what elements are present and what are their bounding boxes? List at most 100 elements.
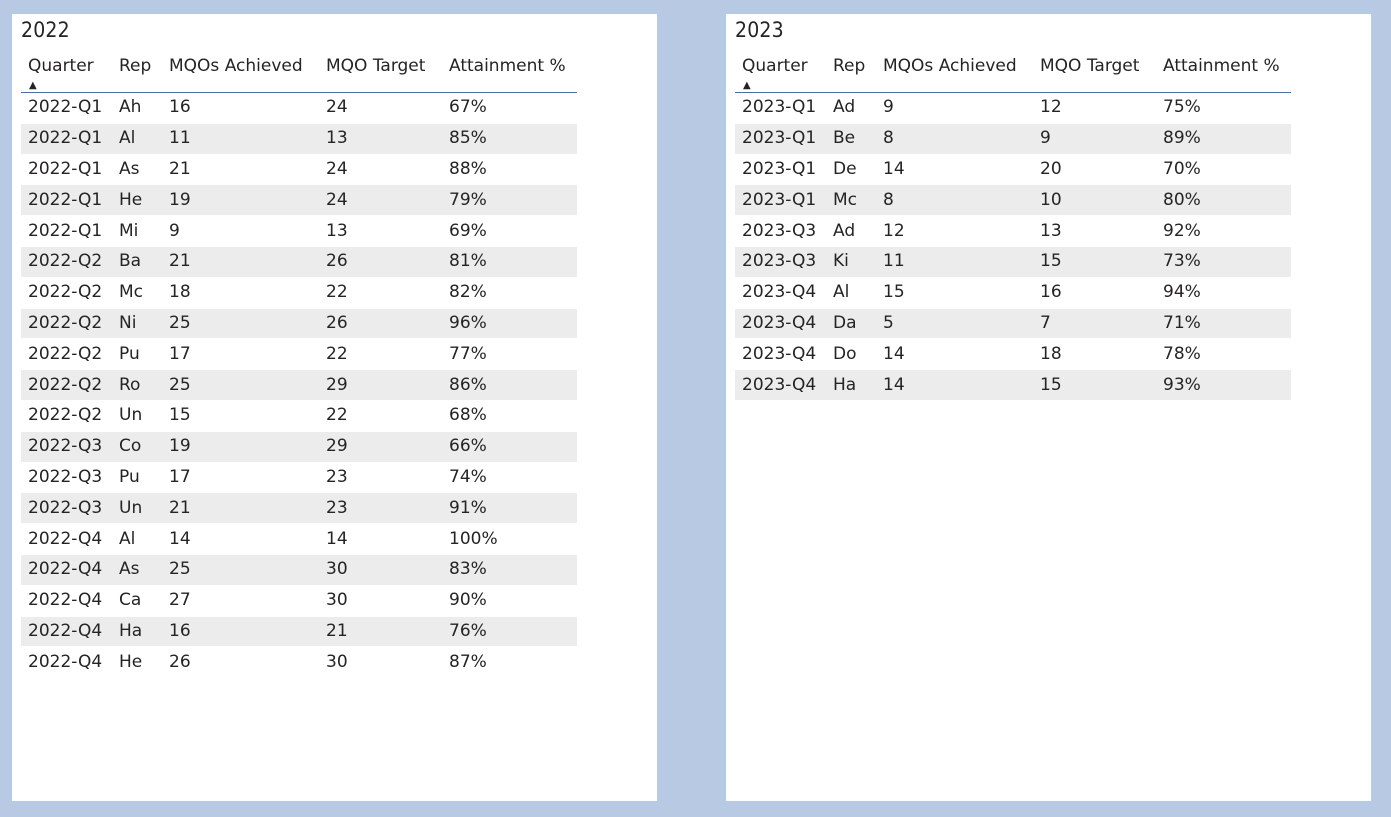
column-header-label: Attainment % [1163, 56, 1280, 76]
table-row[interactable]: 2022-Q3 Pu 17 23 74% [21, 462, 577, 494]
cell-quarter: 2022-Q4 [21, 616, 112, 648]
column-header-quarter[interactable]: Quarter ▲ [21, 54, 112, 93]
column-header-attainment[interactable]: Attainment % [1156, 54, 1291, 93]
cell-attainment: 88% [442, 154, 577, 186]
table-row[interactable]: 2023-Q1 Mc 8 10 80% [735, 184, 1291, 217]
table-row[interactable]: 2023-Q4 Do 14 18 78% [735, 338, 1291, 371]
cell-quarter: 2023-Q1 [735, 92, 826, 124]
column-header-label: Quarter [742, 56, 808, 76]
cell-mqos-achieved: 12 [876, 215, 1033, 247]
column-header-label: Attainment % [449, 56, 566, 76]
table-row[interactable]: 2022-Q1 Al 11 13 85% [21, 123, 577, 155]
table-row[interactable]: 2022-Q1 He 19 24 79% [21, 184, 577, 217]
cell-mqos-achieved: 5 [876, 308, 1033, 340]
cell-rep: Be [826, 123, 876, 155]
table-row[interactable]: 2022-Q3 Co 19 29 66% [21, 431, 577, 463]
table-row[interactable]: 2022-Q2 Ro 25 29 86% [21, 369, 577, 401]
data-table: Quarter ▲ Rep MQOs Achieved MQO Target A… [735, 54, 1291, 401]
column-header-quarter[interactable]: Quarter ▲ [735, 54, 826, 93]
table-row[interactable]: 2022-Q4 As 25 30 83% [21, 554, 577, 586]
cell-quarter: 2022-Q3 [21, 462, 112, 494]
table-row[interactable]: 2023-Q3 Ki 11 15 73% [735, 246, 1291, 278]
cell-mqos-achieved: 17 [162, 462, 319, 494]
cell-attainment: 100% [442, 523, 577, 555]
cell-attainment: 87% [442, 646, 577, 679]
cell-quarter: 2023-Q3 [735, 215, 826, 247]
column-header-rep[interactable]: Rep [112, 54, 162, 93]
table-row[interactable]: 2023-Q4 Al 15 16 94% [735, 277, 1291, 309]
table-row[interactable]: 2023-Q1 De 14 20 70% [735, 154, 1291, 186]
cell-attainment: 96% [442, 308, 577, 340]
table-body: 2022-Q1 Ah 16 24 67% 2022-Q1 Al 11 13 85% 2022-Q1 A… [21, 92, 577, 679]
column-header-mqos-achieved[interactable]: MQOs Achieved [876, 54, 1033, 93]
cell-mqo-target: 24 [319, 92, 442, 124]
cell-rep: Ba [112, 246, 162, 278]
table-row[interactable]: 2022-Q2 Ni 25 26 96% [21, 308, 577, 340]
cell-quarter: 2023-Q4 [735, 338, 826, 371]
table-row[interactable]: 2022-Q4 Al 14 14 100% [21, 523, 577, 555]
cell-mqos-achieved: 19 [162, 431, 319, 463]
cell-mqo-target: 29 [319, 431, 442, 463]
cell-rep: Mc [112, 277, 162, 309]
cell-mqos-achieved: 25 [162, 369, 319, 401]
cell-mqos-achieved: 25 [162, 308, 319, 340]
table-row[interactable]: 2022-Q2 Un 15 22 68% [21, 400, 577, 432]
column-header-mqo-target[interactable]: MQO Target [319, 54, 442, 93]
cell-rep: Do [826, 338, 876, 371]
table-row[interactable]: 2023-Q1 Be 8 9 89% [735, 123, 1291, 155]
cell-mqos-achieved: 21 [162, 492, 319, 525]
cell-rep: Ni [112, 308, 162, 340]
cell-quarter: 2023-Q1 [735, 154, 826, 186]
cell-mqos-achieved: 21 [162, 154, 319, 186]
column-header-mqos-achieved[interactable]: MQOs Achieved [162, 54, 319, 93]
cell-mqos-achieved: 8 [876, 123, 1033, 155]
cell-quarter: 2022-Q1 [21, 154, 112, 186]
cell-quarter: 2022-Q2 [21, 400, 112, 432]
table-row[interactable]: 2022-Q2 Ba 21 26 81% [21, 246, 577, 278]
table-row[interactable]: 2022-Q4 Ha 16 21 76% [21, 616, 577, 648]
table-row[interactable]: 2022-Q3 Un 21 23 91% [21, 492, 577, 525]
table-row[interactable]: 2022-Q1 Ah 16 24 67% [21, 92, 577, 124]
cell-mqo-target: 18 [1033, 338, 1156, 371]
cell-mqos-achieved: 14 [876, 338, 1033, 371]
table-row[interactable]: 2022-Q4 Ca 27 30 90% [21, 585, 577, 617]
table-visual-2023[interactable]: 2023 Quarter ▲ Rep MQOs Achieved MQO Tar… [726, 14, 1371, 801]
column-header-attainment[interactable]: Attainment % [442, 54, 577, 93]
column-header-label: MQO Target [1040, 56, 1140, 76]
cell-rep: Co [112, 431, 162, 463]
cell-mqos-achieved: 11 [876, 246, 1033, 278]
cell-rep: Pu [112, 462, 162, 494]
table-row[interactable]: 2022-Q2 Mc 18 22 82% [21, 277, 577, 309]
cell-quarter: 2022-Q1 [21, 184, 112, 217]
table-row[interactable]: 2022-Q2 Pu 17 22 77% [21, 338, 577, 371]
cell-attainment: 69% [442, 215, 577, 247]
cell-mqo-target: 13 [1033, 215, 1156, 247]
table-row[interactable]: 2023-Q1 Ad 9 12 75% [735, 92, 1291, 124]
cell-rep: Mi [112, 215, 162, 247]
cell-quarter: 2022-Q1 [21, 123, 112, 155]
cell-mqos-achieved: 8 [876, 184, 1033, 217]
table-row[interactable]: 2023-Q4 Ha 14 15 93% [735, 369, 1291, 401]
cell-mqo-target: 23 [319, 462, 442, 494]
triangle-up-icon: ▲ [743, 80, 751, 91]
cell-mqos-achieved: 27 [162, 585, 319, 617]
cell-rep: Ca [112, 585, 162, 617]
cell-mqos-achieved: 15 [876, 277, 1033, 309]
cell-mqos-achieved: 25 [162, 554, 319, 586]
visual-title: 2023 [735, 18, 784, 42]
cell-quarter: 2022-Q2 [21, 369, 112, 401]
column-header-mqo-target[interactable]: MQO Target [1033, 54, 1156, 93]
cell-rep: Un [112, 492, 162, 525]
cell-rep: Al [112, 123, 162, 155]
table-row[interactable]: 2022-Q1 Mi 9 13 69% [21, 215, 577, 247]
cell-rep: Al [112, 523, 162, 555]
cell-mqo-target: 29 [319, 369, 442, 401]
table-row[interactable]: 2022-Q1 As 21 24 88% [21, 154, 577, 186]
table-visual-2022[interactable]: 2022 Quarter ▲ Rep MQOs Achieved MQO Tar… [12, 14, 657, 801]
cell-rep: Ro [112, 369, 162, 401]
table-row[interactable]: 2022-Q4 He 26 30 87% [21, 646, 577, 679]
table-row[interactable]: 2023-Q3 Ad 12 13 92% [735, 215, 1291, 247]
cell-mqo-target: 24 [319, 184, 442, 217]
column-header-rep[interactable]: Rep [826, 54, 876, 93]
table-row[interactable]: 2023-Q4 Da 5 7 71% [735, 308, 1291, 340]
